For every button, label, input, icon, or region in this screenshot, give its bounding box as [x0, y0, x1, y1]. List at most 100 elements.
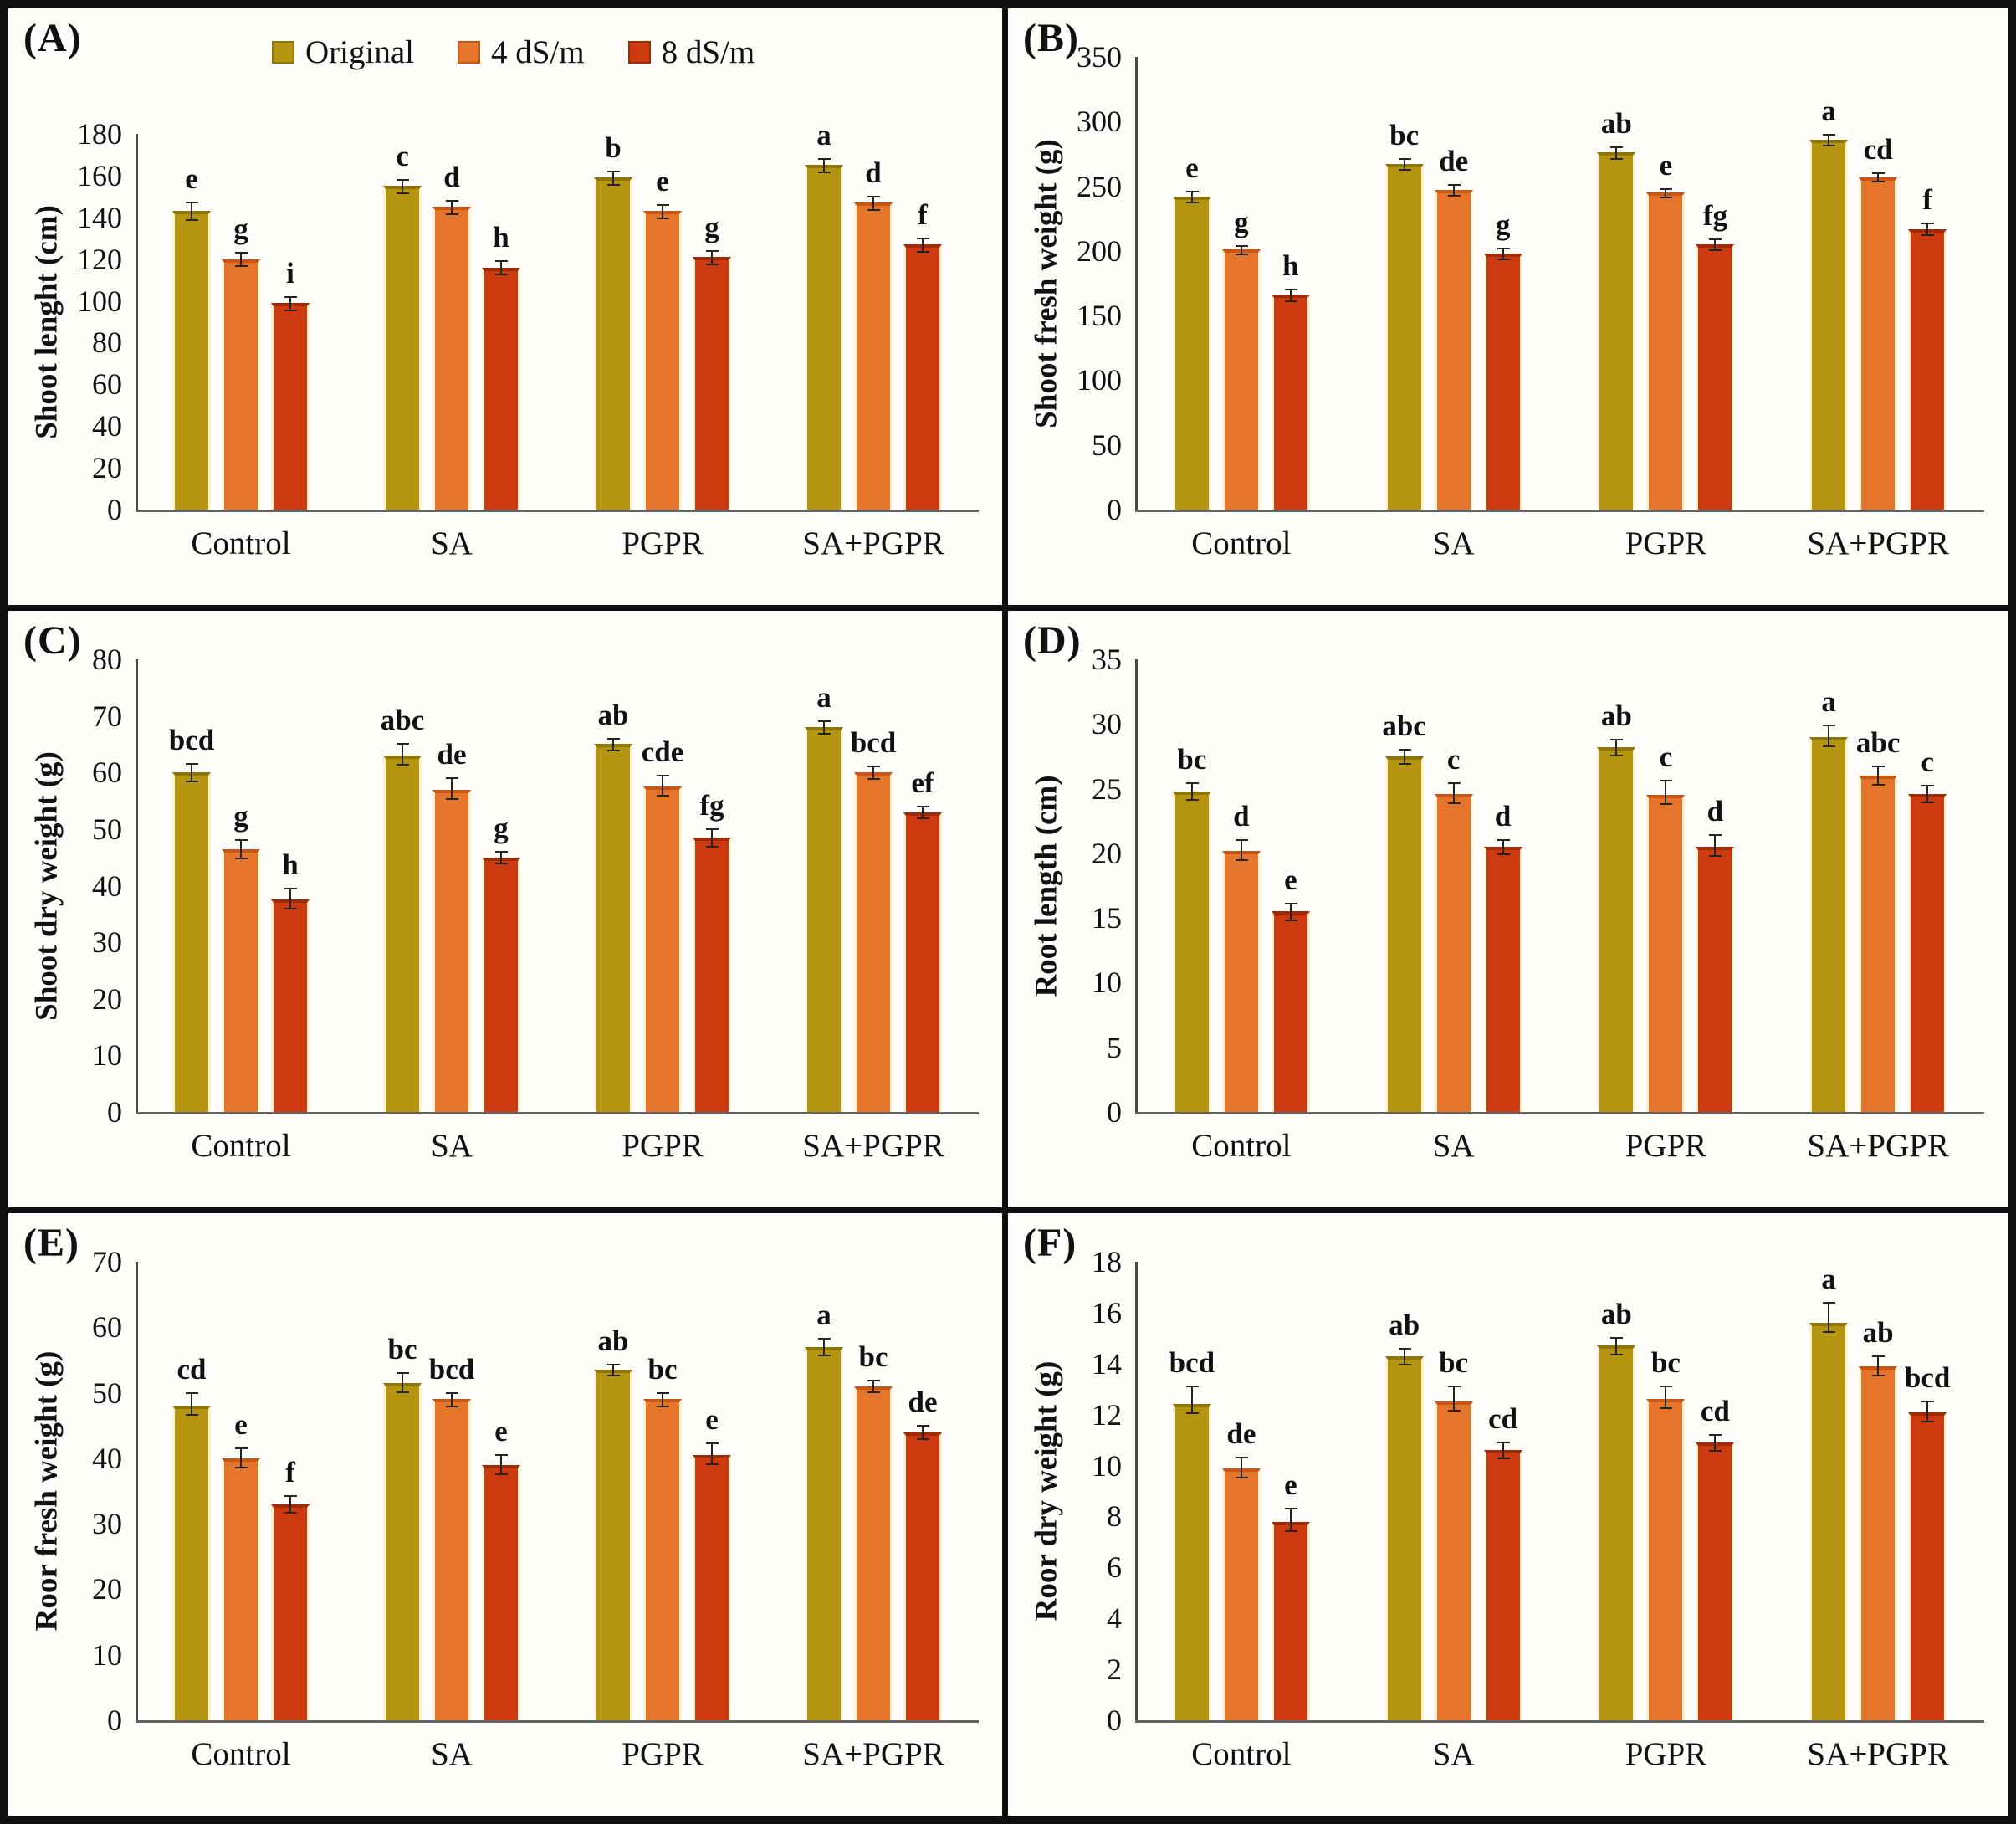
significance-letter: ab [1389, 1308, 1420, 1341]
error-bar [1665, 188, 1667, 197]
error-bar-cap [1823, 1301, 1836, 1304]
x-category-label: SA+PGPR [802, 525, 944, 561]
error-bar-cap [495, 863, 508, 865]
significance-letter: f [918, 197, 928, 231]
error-bar-cap [235, 252, 248, 254]
panel-D: (D) Root length (cm) 0 5 10 15 20 25 30 35 Control… [1008, 611, 2008, 1213]
significance-letter: ab [1600, 699, 1632, 732]
bar-original [1597, 747, 1636, 1112]
significance-letter: de [1439, 145, 1469, 178]
x-category-label: PGPR [1625, 525, 1707, 561]
significance-letter: d [1494, 800, 1512, 833]
bar-original [383, 1382, 422, 1720]
significance-letter: h [493, 221, 509, 254]
y-tick-label: 200 [1077, 233, 1122, 268]
error-bar-cap [818, 1338, 831, 1340]
error-bar-cap [607, 737, 620, 740]
panel-A: (A) Original 4 dS/m 8 dS/m Shoot lenght (cm)… [8, 8, 1008, 611]
significance-letter: i [286, 256, 294, 289]
error-bar-cap [1398, 749, 1411, 751]
error-bar-cap [1610, 157, 1624, 160]
y-tick-label: 150 [1077, 299, 1122, 333]
error-bar-cap [1447, 782, 1461, 785]
error-bar-cap [495, 1473, 508, 1475]
error-bar-cap [1447, 184, 1461, 187]
bar-original [172, 211, 211, 510]
error-bar-cap [818, 720, 831, 723]
panel-label: (B) [1023, 16, 1079, 60]
error-bar [289, 888, 291, 909]
significance-letter: abc [1855, 726, 1901, 760]
significance-letter: bc [1389, 119, 1420, 152]
bar-4-ds-m [432, 1399, 471, 1720]
error-bar [500, 851, 502, 863]
error-bar [823, 158, 825, 172]
error-bar-cap [397, 178, 409, 181]
error-bar-cap [1185, 202, 1199, 204]
error-bar-cap [235, 265, 248, 268]
bar-4-ds-m [1434, 793, 1473, 1112]
bar-8-ds-m [693, 838, 731, 1112]
error-bar-cap [446, 213, 458, 215]
bar-8-ds-m [1271, 1521, 1310, 1720]
bar-4-ds-m [1859, 1365, 1898, 1720]
error-bar-cap [1284, 903, 1297, 905]
significance-letter: e [1659, 148, 1673, 182]
significance-letter: g [1234, 205, 1249, 238]
bar-8-ds-m [1908, 228, 1947, 510]
error-bar [1926, 786, 1929, 802]
error-bar-cap [1872, 172, 1886, 175]
bar-8-ds-m [903, 1432, 942, 1720]
error-bar [191, 1392, 192, 1415]
error-bar-cap [1284, 300, 1297, 302]
error-bar-cap [397, 763, 409, 766]
significance-letter: h [282, 848, 299, 881]
error-bar-cap [1284, 1508, 1297, 1510]
x-category-label: PGPR [622, 1128, 704, 1164]
error-bar-cap [1823, 145, 1836, 147]
y-tick-label: 16 [1092, 1295, 1122, 1330]
error-bar-cap [1447, 1410, 1461, 1412]
y-tick-label: 10 [92, 1637, 122, 1672]
y-tick-label: 20 [92, 1572, 122, 1606]
error-bar [872, 1381, 874, 1391]
error-bar-cap [1660, 196, 1673, 198]
bar-original [594, 177, 632, 510]
error-bar-cap [1497, 853, 1510, 855]
error-bar-cap [1447, 195, 1461, 197]
error-bar-cap [235, 1466, 248, 1468]
error-bar-cap [446, 1406, 458, 1408]
error-bar-cap [1497, 247, 1510, 249]
legend-item: 4 dS/m [457, 33, 585, 71]
bar-8-ds-m [1696, 1442, 1735, 1720]
y-tick-label: 0 [107, 1704, 122, 1737]
significance-letter: ef [911, 766, 934, 799]
x-axis-line [1135, 1112, 1984, 1114]
error-bar-cap [397, 743, 409, 745]
x-axis-line [136, 510, 979, 512]
y-tick-label: 30 [1092, 707, 1122, 741]
x-axis-line [136, 1112, 979, 1114]
error-bar-cap [284, 1512, 297, 1514]
error-bar [402, 744, 403, 764]
error-bar-cap [186, 781, 198, 783]
y-tick-label: 80 [92, 643, 122, 676]
error-bar-cap [818, 1355, 831, 1357]
bar-4-ds-m [222, 1458, 260, 1720]
x-category-label: Control [1191, 1736, 1292, 1772]
significance-letter: cde [641, 735, 684, 768]
error-bar-cap [1447, 802, 1461, 804]
bar-original [805, 727, 843, 1112]
y-tick-label: 20 [1092, 836, 1122, 870]
significance-letter: bc [1439, 1346, 1469, 1380]
error-bar-cap [397, 1372, 409, 1375]
significance-letter: d [1233, 800, 1250, 833]
bar-4-ds-m [1221, 249, 1261, 510]
significance-letter: abc [1382, 710, 1426, 743]
significance-letter: cd [177, 1352, 207, 1386]
panel-F: (F) Roor dry weight (g) 0 2 4 6 8 10 12 14 16 18 Con… [1008, 1213, 2008, 1816]
y-tick-label: 0 [1107, 493, 1122, 526]
error-bar [922, 1425, 924, 1439]
error-bar-cap [186, 1391, 198, 1394]
legend-label: 4 dS/m [490, 34, 585, 70]
